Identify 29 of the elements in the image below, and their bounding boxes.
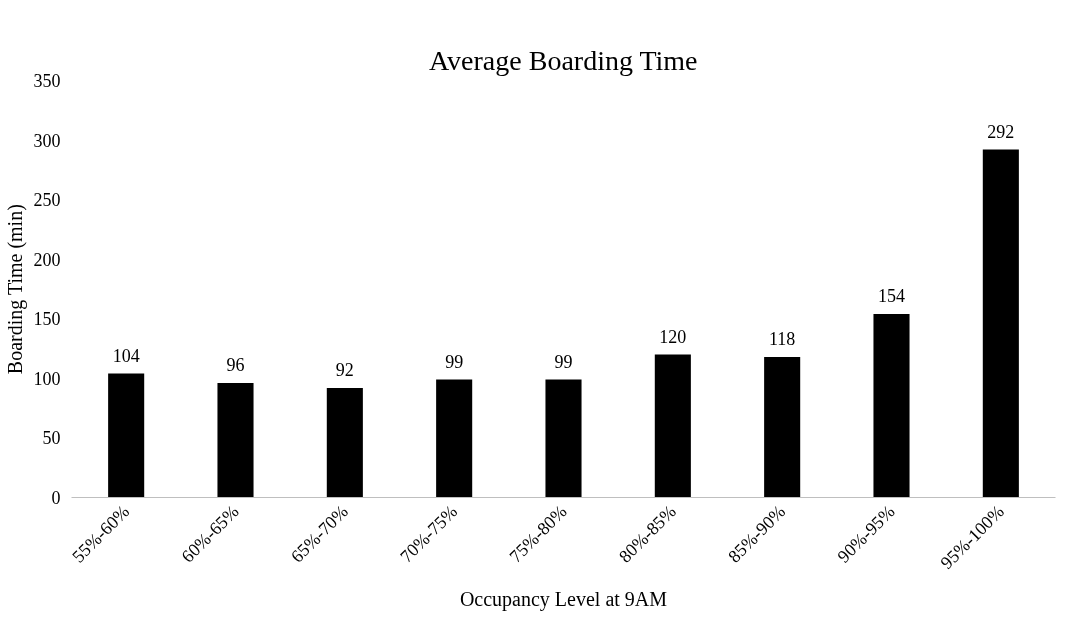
chart-title: Average Boarding Time: [428, 44, 698, 76]
bar: [217, 383, 254, 498]
bar: [545, 379, 582, 498]
data-label: 99: [445, 351, 464, 372]
y-tick-label: 250: [33, 190, 61, 211]
data-label: 92: [335, 359, 354, 380]
y-tick-label: 350: [33, 71, 61, 91]
y-tick-label: 200: [33, 249, 61, 270]
bar: [764, 356, 801, 498]
y-tick-label: 0: [51, 488, 61, 508]
data-label: 104: [112, 345, 140, 366]
y-tick-label: 300: [33, 130, 61, 151]
data-label: 96: [226, 355, 245, 376]
y-tick-label: 100: [33, 368, 61, 389]
bar: [873, 314, 910, 498]
bar: [654, 354, 691, 498]
data-label: 118: [769, 328, 796, 349]
data-label: 154: [878, 286, 905, 307]
bar: [436, 379, 473, 498]
bar: [982, 149, 1019, 498]
y-tick-label: 50: [42, 428, 61, 449]
data-label: 292: [987, 121, 1015, 142]
bar: [108, 373, 145, 498]
x-axis-title: Occupancy Level at 9AM: [459, 587, 668, 611]
data-label: 120: [659, 326, 687, 347]
data-label: 99: [554, 351, 573, 372]
y-tick-label: 150: [33, 309, 61, 330]
y-axis-title: Boarding Time (min): [3, 204, 27, 375]
bar: [326, 387, 363, 498]
